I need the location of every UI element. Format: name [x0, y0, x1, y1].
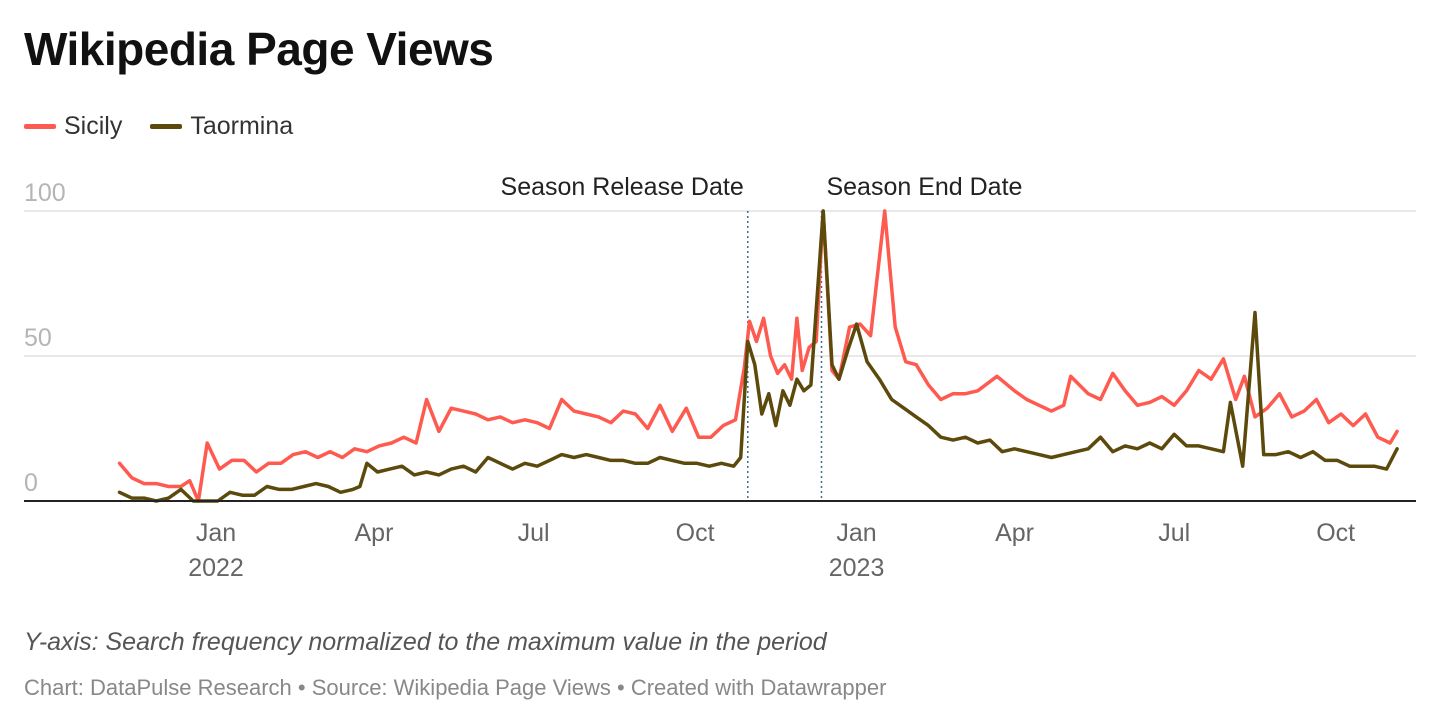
- chart-notes: Y-axis: Search frequency normalized to t…: [24, 628, 827, 656]
- y-tick-label: 50: [24, 324, 52, 352]
- x-tick-year-label: 2023: [829, 554, 885, 582]
- x-tick-year-label: 2022: [188, 554, 244, 582]
- y-tick-label: 0: [24, 469, 38, 497]
- x-tick-label: Jul: [518, 519, 550, 547]
- legend-label-taormina: Taormina: [190, 112, 294, 140]
- x-tick-label: Apr: [995, 519, 1034, 547]
- x-tick-label: Oct: [1316, 519, 1355, 547]
- legend-item-taormina: Taormina: [150, 112, 293, 141]
- x-tick-label: Oct: [676, 519, 715, 547]
- legend-swatch-sicily: [24, 124, 56, 129]
- series-line-taormina: [117, 209, 1399, 503]
- annotation-label: Season End Date: [826, 173, 1022, 201]
- annotation-label: Season Release Date: [501, 173, 744, 201]
- legend: Sicily Taormina: [24, 112, 293, 141]
- chart-credit: Chart: DataPulse Research • Source: Wiki…: [24, 675, 887, 700]
- x-tick-label: Jan: [196, 519, 236, 547]
- legend-swatch-taormina: [150, 124, 183, 129]
- x-tick-label: Jul: [1158, 519, 1190, 547]
- series-line-sicily: [117, 209, 1399, 503]
- x-tick-label: Apr: [354, 519, 393, 547]
- y-tick-label: 100: [24, 179, 66, 207]
- chart-title: Wikipedia Page Views: [24, 23, 494, 75]
- x-tick-label: Jan: [836, 519, 876, 547]
- legend-item-sicily: Sicily: [24, 112, 122, 141]
- legend-label-sicily: Sicily: [64, 112, 123, 140]
